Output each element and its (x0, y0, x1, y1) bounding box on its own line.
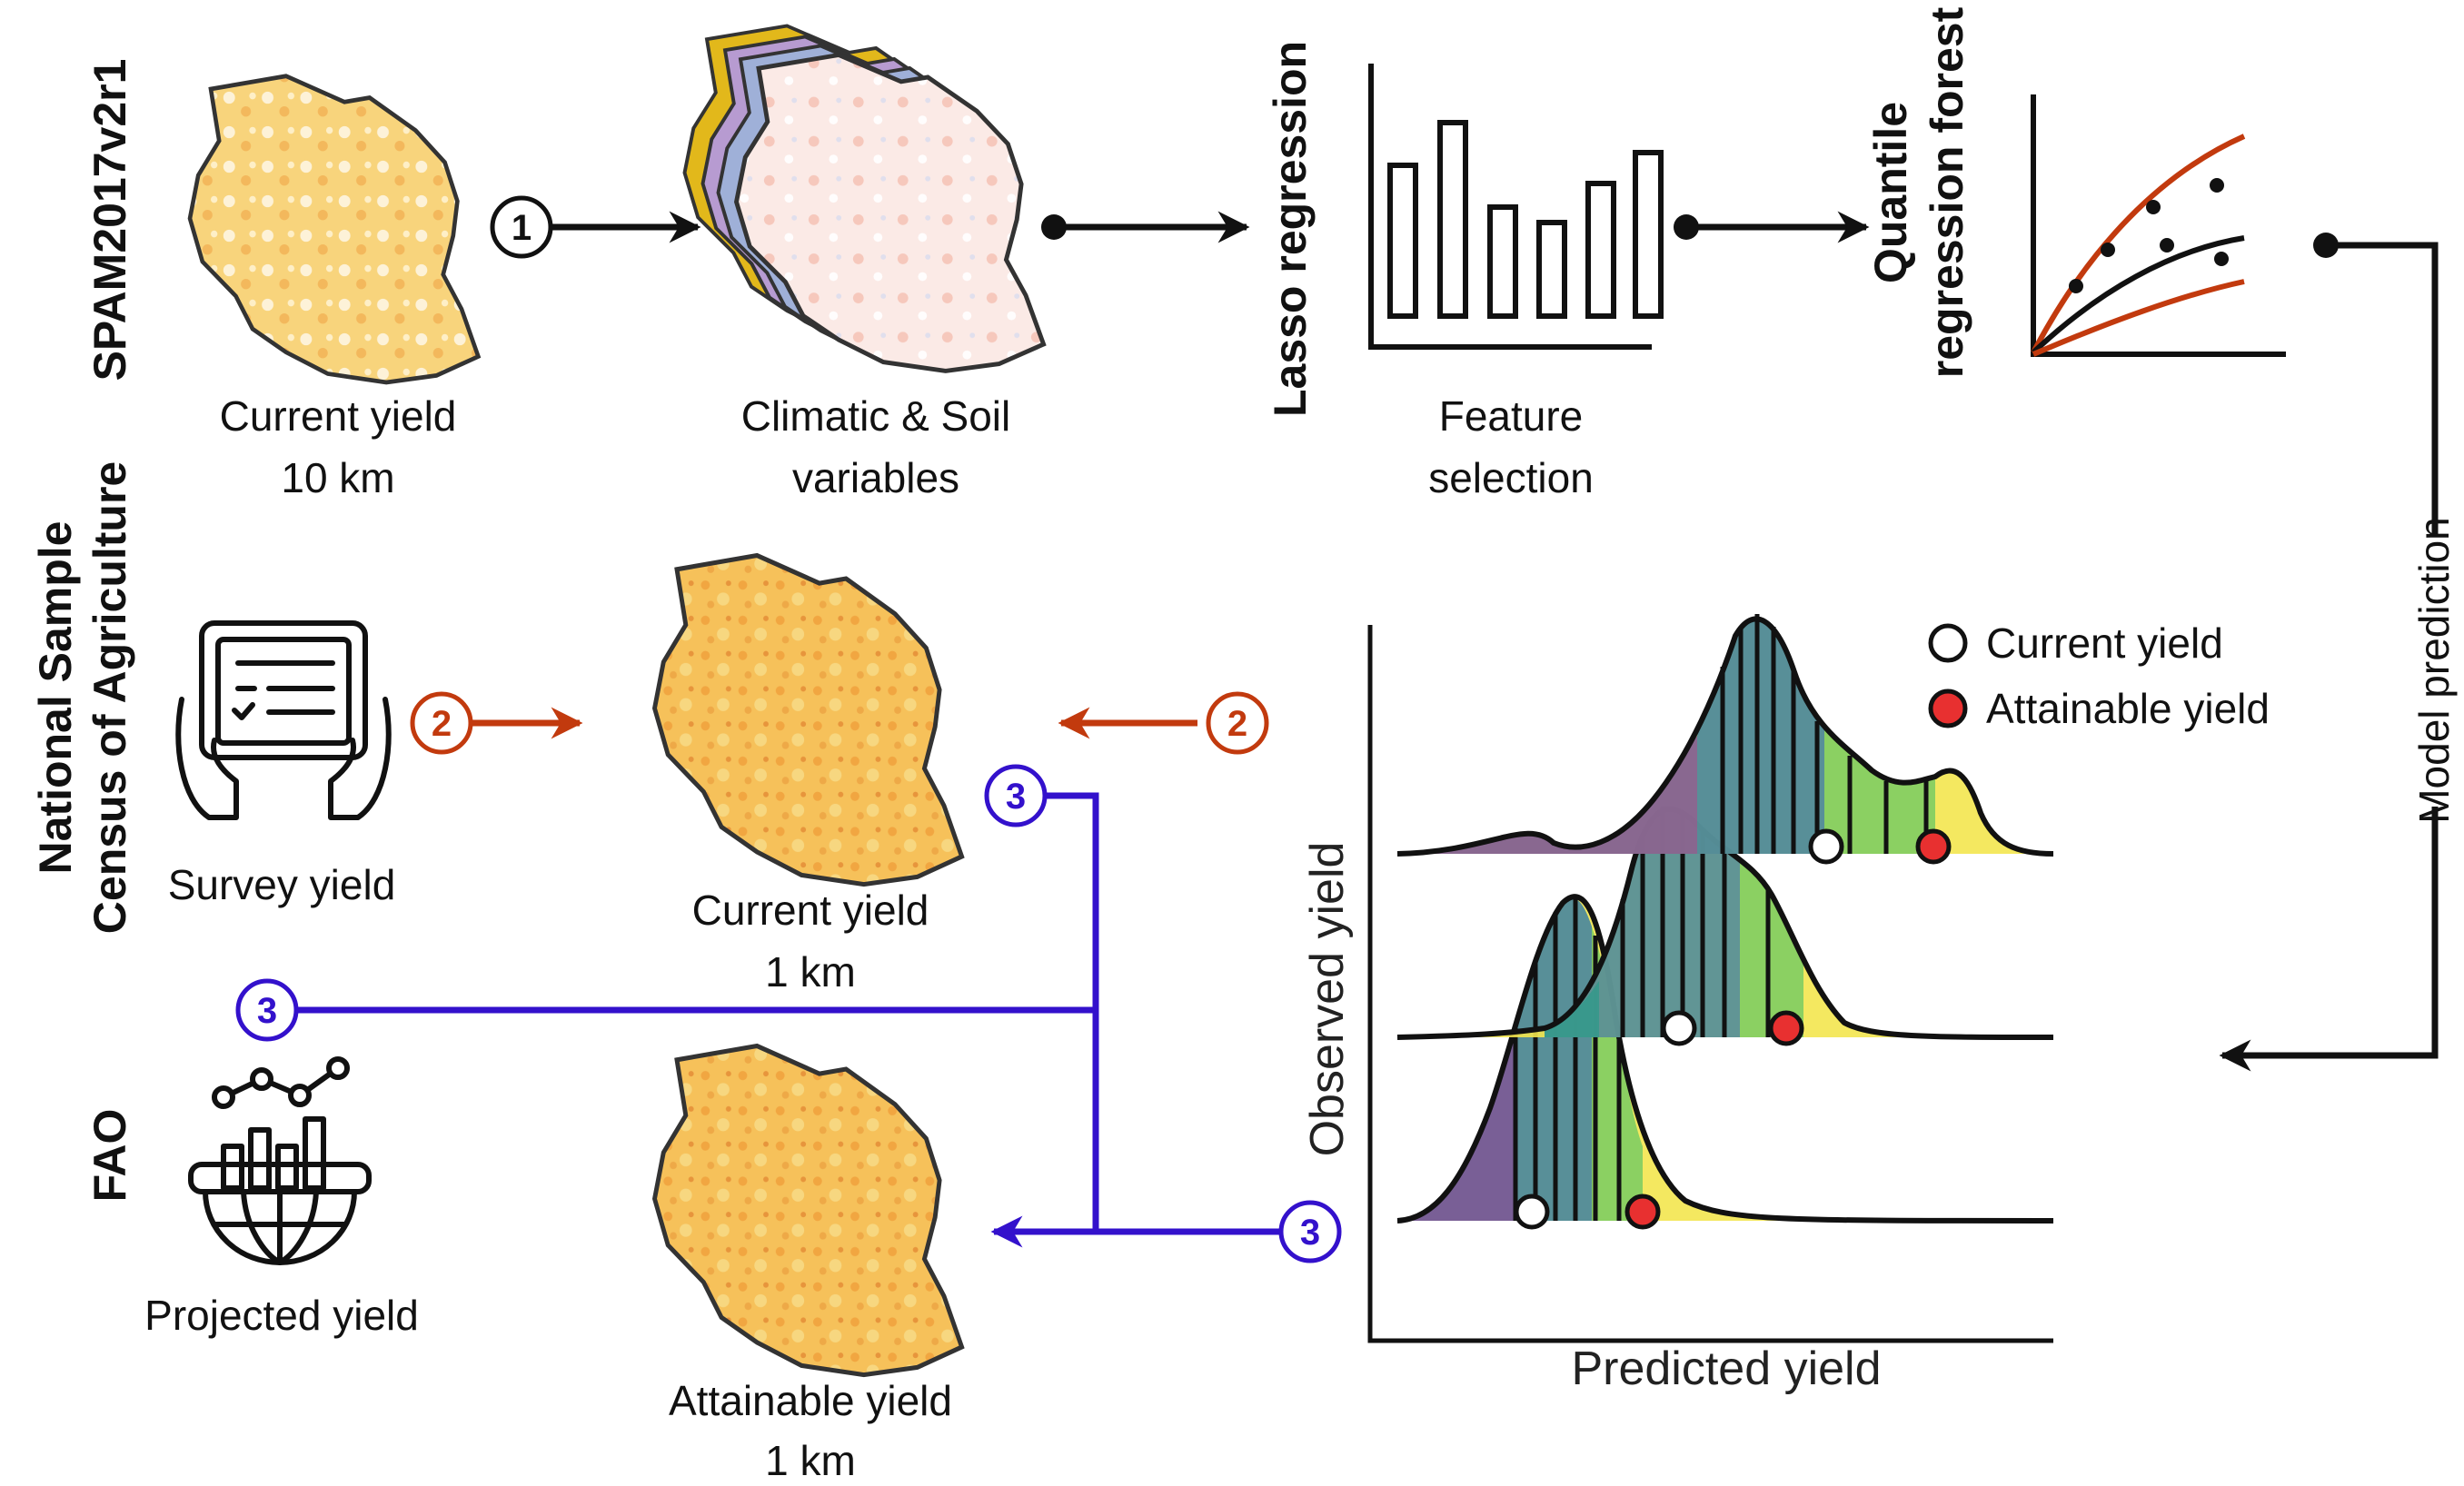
step-2-badge-left: 2 (410, 691, 473, 755)
globe-chart-icon (188, 1056, 372, 1265)
marker-current-middle (1661, 1010, 1697, 1046)
label-model-prediction: Model prediction (2410, 517, 2458, 824)
caption-current-1km-line1: Current yield (692, 887, 929, 934)
svg-text:3: 3 (257, 991, 277, 1031)
label-lasso-regression: Lasso regression (1265, 41, 1316, 417)
row-label-fao: FAO (84, 1109, 135, 1203)
map-current-10km (190, 76, 478, 382)
caption-current-1km-line2: 1 km (765, 948, 856, 996)
caption-attainable-1km-line2: 1 km (765, 1437, 856, 1484)
caption-projected-yield: Projected yield (144, 1292, 419, 1339)
ridge-plot: Predicted yield Observed yield (1301, 614, 2270, 1395)
map-attainable-1km (655, 1046, 962, 1375)
survey-tablet-icon (175, 620, 392, 820)
label-qrf-line1: Quantile (1865, 102, 1916, 283)
ridge-legend: Current yield Attainable yield (1928, 619, 2270, 732)
step-2-badge-right: 2 (1206, 691, 1269, 755)
svg-text:1: 1 (512, 208, 532, 248)
marker-attainable-bottom (1624, 1194, 1661, 1230)
map-current-1km (655, 556, 962, 885)
row-label-census-1: National Sample (30, 521, 81, 875)
legend-attainable-marker (1928, 689, 1968, 728)
legend-current-label: Current yield (1986, 619, 2223, 667)
step-3-connectors (298, 792, 1281, 1248)
svg-text:3: 3 (1006, 777, 1026, 817)
marker-attainable-middle (1768, 1010, 1804, 1046)
marker-current-top (1808, 828, 1844, 865)
svg-text:2: 2 (1227, 704, 1247, 744)
step-3-badge-fao: 3 (235, 978, 299, 1042)
marker-attainable-top (1915, 828, 1952, 865)
marker-current-bottom (1514, 1194, 1550, 1230)
caption-attainable-1km-line1: Attainable yield (669, 1377, 952, 1424)
row-label-spam: SPAM2017v2r1 (84, 59, 135, 381)
caption-current-10km-line2: 10 km (281, 454, 394, 501)
legend-current-marker (1928, 623, 1968, 663)
ridge-middle (1396, 806, 2054, 1046)
model-prediction-path (2219, 242, 2439, 1072)
caption-feature-line1: Feature (1439, 392, 1584, 440)
step-3-badge-ridge: 3 (1278, 1200, 1342, 1263)
ridge-plot-ylabel: Observed yield (1301, 842, 1354, 1157)
caption-survey-yield: Survey yield (168, 861, 396, 908)
ridge-bottom (1396, 894, 2054, 1230)
caption-climatic-line2: variables (792, 454, 959, 501)
caption-climatic-line1: Climatic & Soil (741, 392, 1011, 440)
caption-feature-line2: selection (1428, 454, 1594, 501)
caption-current-10km-line1: Current yield (220, 392, 457, 440)
step-1-badge: 1 (490, 195, 553, 259)
legend-attainable-label: Attainable yield (1986, 685, 2270, 732)
ridge-plot-xlabel: Predicted yield (1571, 1342, 1881, 1395)
feature-bars-icon (1368, 64, 1664, 350)
ridge-plot-axes (1367, 625, 2053, 1343)
label-qrf-line2: regression forest (1922, 6, 1972, 378)
qrf-plot-icon (2031, 94, 2286, 357)
row-label-census-2: Census of Agriculture (84, 461, 135, 934)
climatic-soil-layers (682, 24, 1044, 371)
ridge-top (1396, 614, 2054, 865)
svg-text:3: 3 (1300, 1213, 1320, 1253)
step-3-badge-current: 3 (984, 764, 1048, 827)
svg-text:2: 2 (432, 704, 452, 744)
